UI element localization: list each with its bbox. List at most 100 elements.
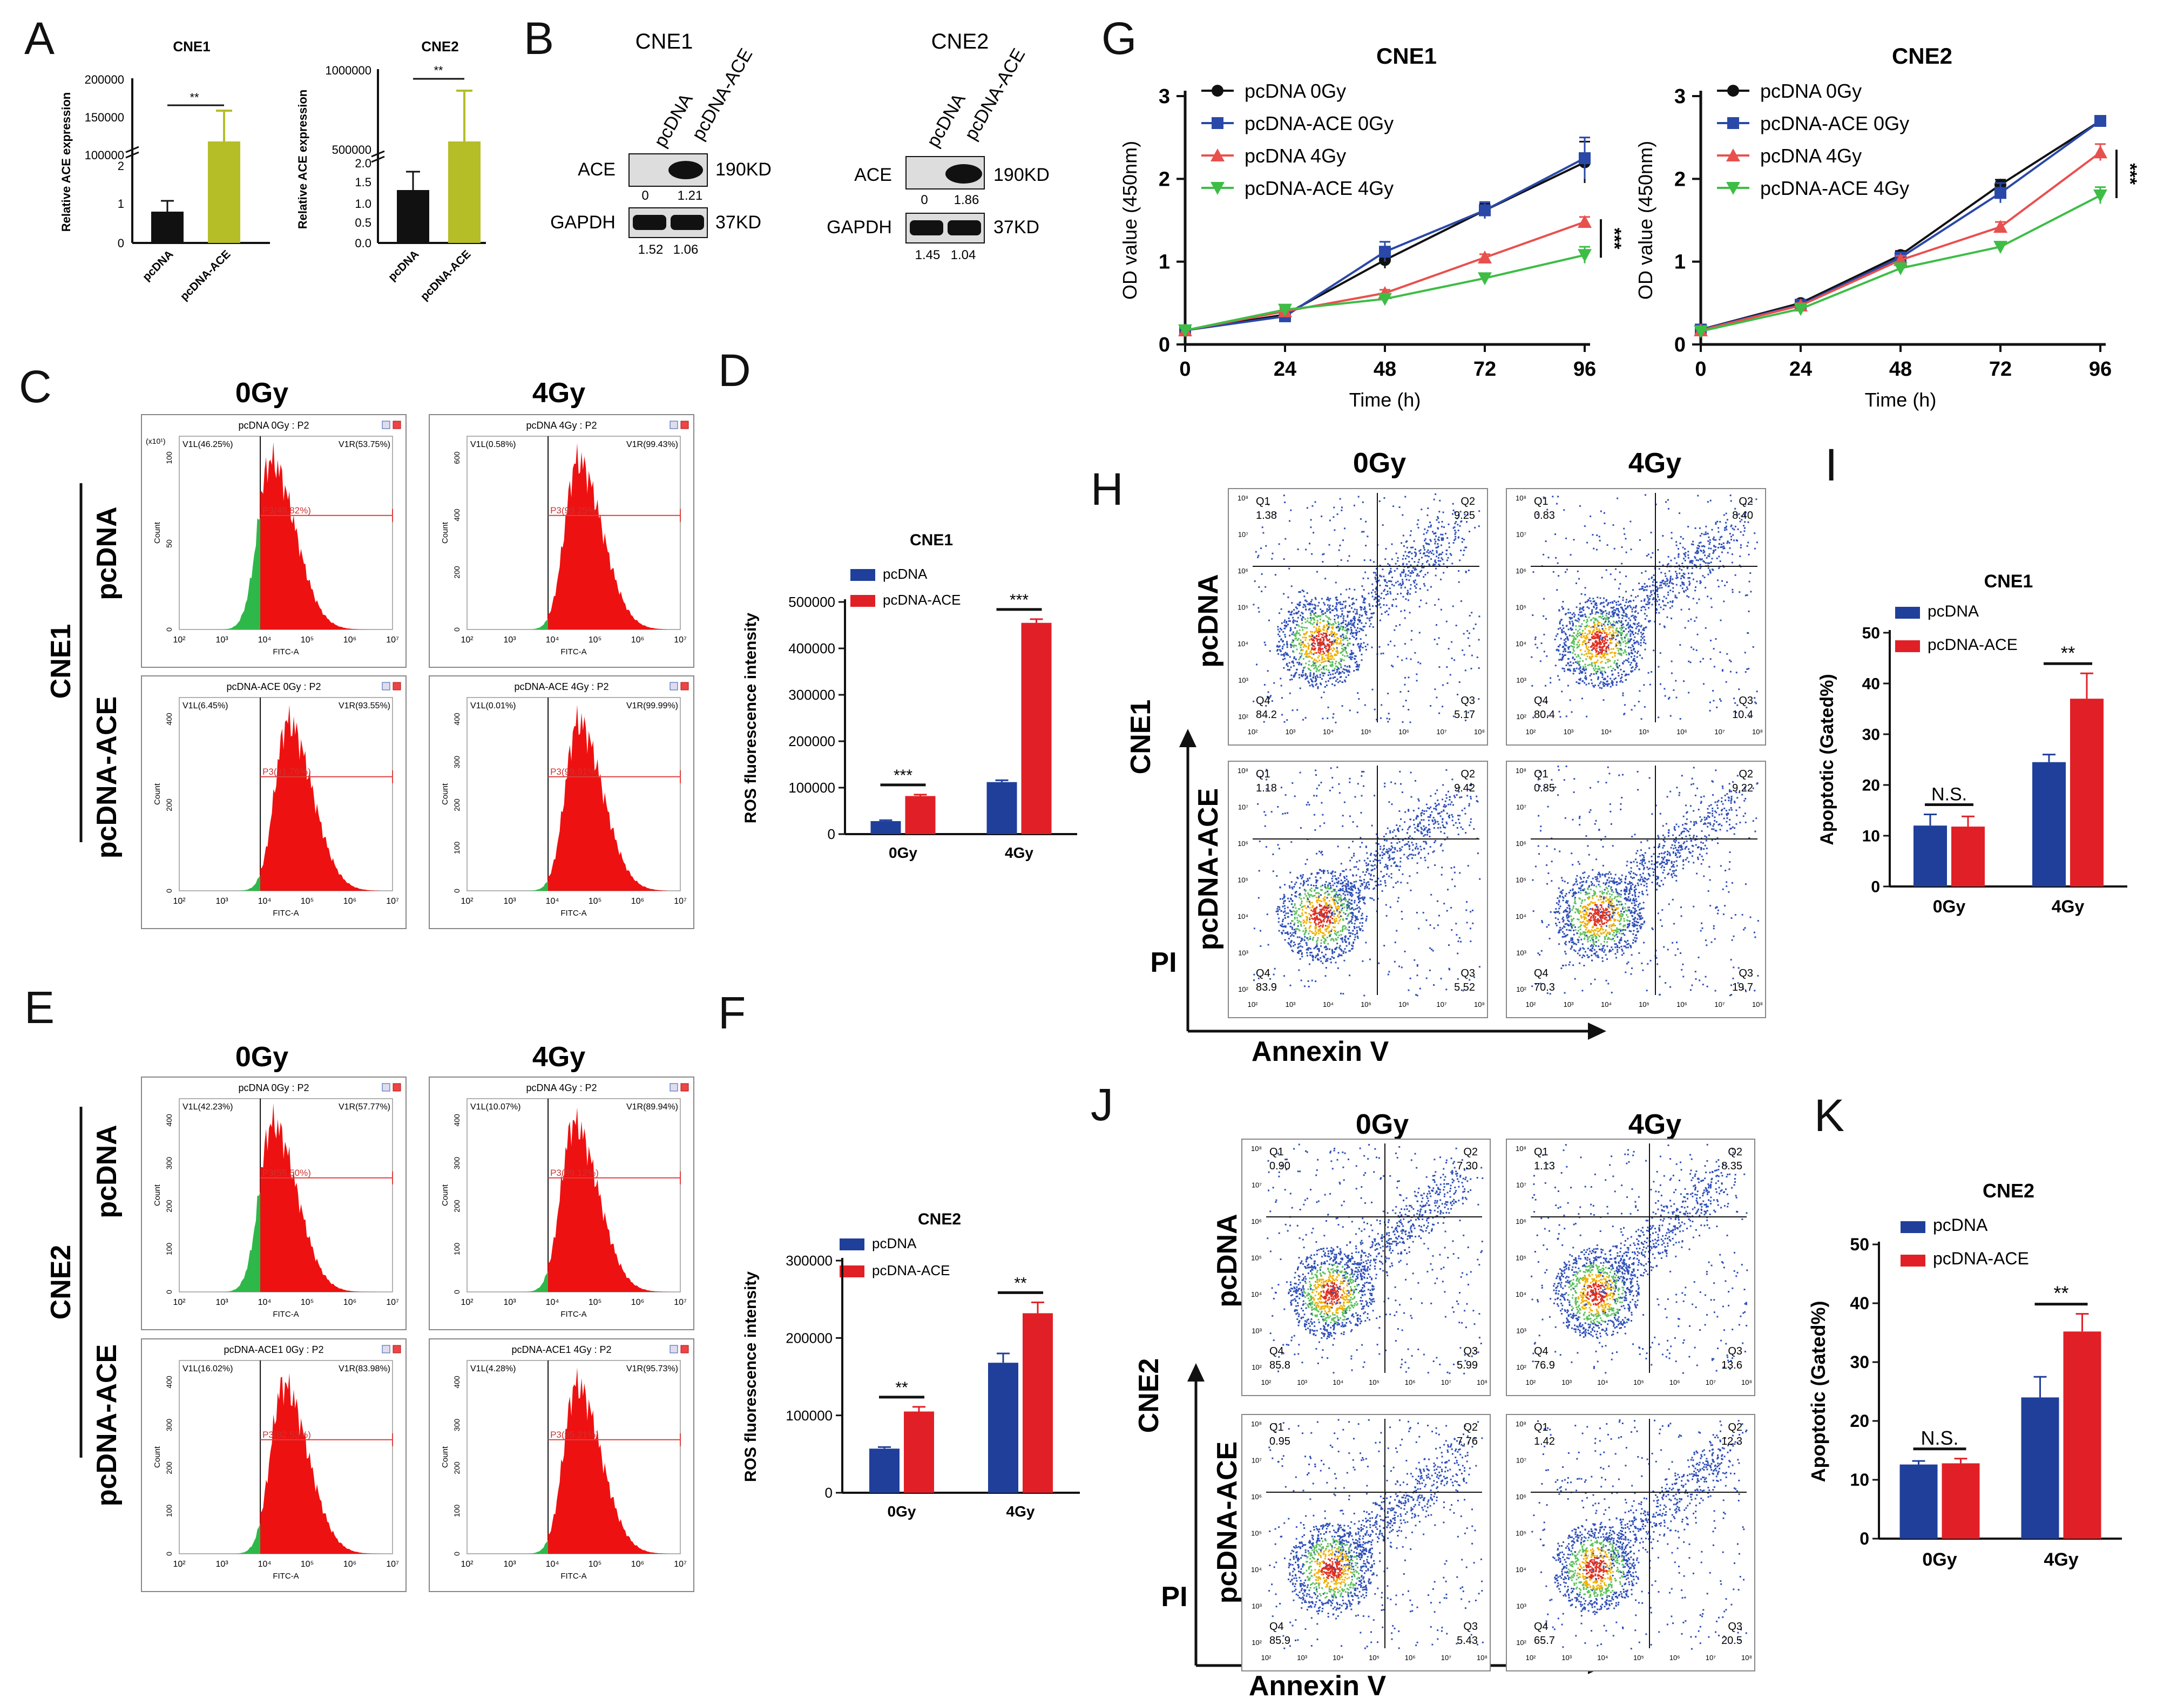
- event-dot: [1422, 545, 1424, 547]
- event-dot: [1311, 954, 1314, 957]
- event-dot: [1301, 939, 1303, 941]
- event-dot: [1335, 906, 1337, 908]
- event-dot: [1745, 503, 1747, 505]
- event-dot: [1328, 638, 1330, 640]
- q2-label: Q2: [1460, 496, 1475, 507]
- event-dot: [1308, 947, 1310, 949]
- event-dot: [1402, 579, 1403, 581]
- y-tick-label: 30: [1850, 1352, 1869, 1372]
- event-dot: [1406, 563, 1408, 565]
- event-dot: [1313, 672, 1315, 674]
- event-dot: [1295, 632, 1297, 634]
- event-dot: [1607, 661, 1609, 663]
- event-dot: [1618, 611, 1620, 613]
- panel-c-labels: 0Gy 4Gy pcDNA pcDNA-ACE CNE1: [45, 377, 585, 858]
- event-dot: [1665, 501, 1667, 503]
- event-dot: [1468, 570, 1470, 571]
- event-dot: [1419, 571, 1421, 573]
- event-dot: [1556, 649, 1558, 651]
- event-dot: [1561, 631, 1563, 633]
- event-dot: [1297, 604, 1300, 606]
- event-dot: [1338, 916, 1340, 918]
- event-dot: [1361, 628, 1363, 631]
- event-dot: [1573, 646, 1574, 648]
- event-dot: [1307, 667, 1309, 669]
- event-dot: [1354, 936, 1356, 938]
- event-dot: [1625, 642, 1627, 645]
- event-dot: [1314, 934, 1316, 936]
- event-dot: [1309, 612, 1311, 614]
- event-dot: [1616, 613, 1618, 615]
- event-dot: [1629, 635, 1632, 637]
- event-dot: [1314, 637, 1316, 639]
- event-dot: [1572, 657, 1574, 659]
- event-dot: [1628, 631, 1629, 633]
- event-dot: [1667, 507, 1669, 510]
- event-dot: [1568, 668, 1571, 671]
- event-dot: [1295, 882, 1297, 884]
- event-dot: [1313, 918, 1315, 920]
- event-dot: [1302, 905, 1304, 908]
- event-dot: [1582, 660, 1584, 662]
- event-dot: [1328, 617, 1330, 619]
- event-dot: [1336, 943, 1338, 945]
- event-dot: [1754, 532, 1756, 534]
- event-dot: [1328, 924, 1330, 926]
- scatter-frame: [1228, 488, 1488, 746]
- event-dot: [1581, 671, 1584, 673]
- event-dot: [1306, 949, 1308, 951]
- event-dot: [1343, 601, 1345, 603]
- event-dot: [1645, 494, 1646, 496]
- event-dot: [1281, 923, 1283, 925]
- event-dot: [1342, 926, 1344, 929]
- event-dot: [1606, 646, 1608, 648]
- event-dot: [1308, 604, 1310, 606]
- y-tick-label: 300: [452, 1157, 461, 1170]
- event-dot: [1558, 659, 1560, 661]
- event-dot: [1294, 904, 1296, 906]
- event-dot: [1584, 650, 1586, 652]
- event-dot: [1668, 582, 1671, 584]
- event-dot: [1317, 959, 1319, 961]
- event-dot: [1583, 609, 1585, 611]
- event-dot: [1375, 587, 1377, 590]
- event-dot: [1555, 635, 1557, 637]
- q4-label: Q4: [1256, 695, 1270, 707]
- event-dot: [1328, 639, 1330, 641]
- event-dot: [1328, 926, 1330, 928]
- event-dot: [1330, 677, 1332, 679]
- event-dot: [1290, 585, 1293, 587]
- event-dot: [1735, 712, 1737, 713]
- panel-label-a: A: [24, 13, 55, 64]
- event-dot: [1604, 640, 1606, 642]
- event-dot: [1296, 661, 1299, 664]
- event-dot: [1465, 571, 1467, 573]
- event-dot: [1284, 932, 1286, 934]
- event-dot: [1683, 553, 1685, 555]
- event-dot: [1436, 550, 1438, 552]
- event-dot: [1308, 644, 1310, 646]
- event-dot: [1340, 890, 1342, 892]
- event-dot: [1303, 889, 1306, 891]
- event-dot: [1632, 631, 1634, 633]
- event-dot: [1283, 644, 1285, 646]
- event-dot: [1362, 601, 1364, 604]
- event-dot: [1328, 931, 1330, 933]
- event-dot: [1612, 684, 1614, 686]
- y-tick-label: 10: [1850, 1470, 1869, 1490]
- event-dot: [1346, 644, 1348, 646]
- event-dot: [1602, 630, 1604, 632]
- data-point: [1212, 117, 1223, 129]
- event-dot: [1253, 700, 1255, 702]
- event-dot: [1281, 714, 1283, 716]
- event-dot: [1580, 671, 1582, 673]
- event-dot: [1277, 913, 1279, 915]
- event-dot: [1573, 658, 1576, 660]
- significance-label: ***: [1010, 591, 1029, 609]
- panel-j-annexin: Annexin V: [1249, 1670, 1387, 1702]
- event-dot: [1400, 610, 1402, 612]
- bar: [2032, 762, 2066, 886]
- event-dot: [1638, 628, 1640, 631]
- event-dot: [1376, 719, 1378, 721]
- event-dot: [1318, 628, 1320, 630]
